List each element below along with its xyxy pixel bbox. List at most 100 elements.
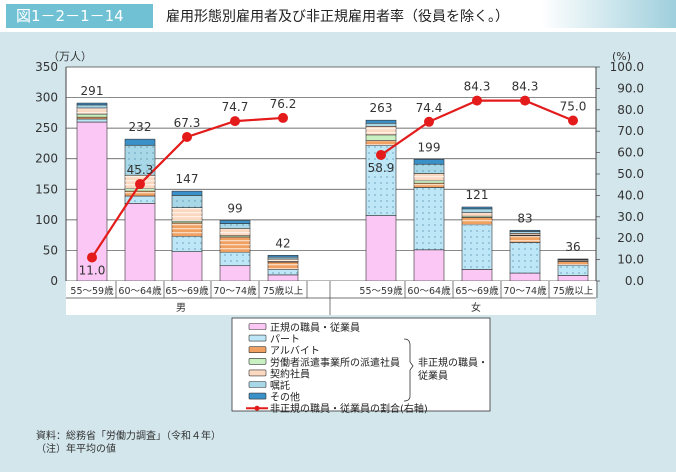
left-tick-label: 300 bbox=[35, 91, 58, 105]
ratio-point bbox=[520, 95, 530, 106]
category-label: 75歳以上 bbox=[263, 285, 304, 297]
bar-segment bbox=[461, 206, 493, 210]
right-tick-label: 0.0 bbox=[625, 274, 644, 288]
category-label: 70～74歳 bbox=[213, 285, 257, 297]
footnote: （注）年平均の値 bbox=[36, 444, 116, 455]
right-axis-unit: (%) bbox=[612, 50, 631, 63]
ratio-point bbox=[568, 115, 578, 126]
bar-segment bbox=[413, 249, 445, 282]
bar-segment-pattern bbox=[268, 257, 298, 259]
category-label: 55～59歳 bbox=[359, 285, 403, 297]
category-label: 75歳以上 bbox=[553, 285, 594, 297]
bar-segment-pattern bbox=[558, 259, 588, 261]
bar-segment bbox=[267, 274, 299, 282]
ratio-label: 67.3 bbox=[174, 116, 201, 130]
bar-segment-pattern bbox=[268, 269, 298, 275]
bar-segment bbox=[509, 229, 541, 232]
legend-bracket-label-2: 従業員 bbox=[418, 369, 448, 382]
bar-total-label: 291 bbox=[81, 84, 104, 98]
bar-segment-pattern bbox=[220, 236, 250, 253]
bar-segment-pattern bbox=[462, 212, 492, 217]
bar-segment bbox=[509, 272, 541, 282]
ratio-point bbox=[135, 179, 145, 190]
right-tick-label: 80.0 bbox=[617, 103, 644, 117]
right-tick-label: 70.0 bbox=[617, 124, 644, 138]
source-note: 資料：総務省「労働力調査」（令和４年） bbox=[36, 431, 221, 442]
legend-swatch bbox=[248, 346, 267, 354]
ratio-label: 84.3 bbox=[464, 80, 491, 94]
bar-segment-pattern bbox=[125, 145, 155, 176]
legend: 正規の職員・従業員パートアルバイト労働者派遣事業所の派遣社員契約社員嘱託その他非… bbox=[231, 317, 491, 415]
ratio-label: 75.0 bbox=[560, 100, 587, 114]
legend-label: その他 bbox=[270, 391, 300, 404]
bar-segment bbox=[267, 255, 299, 258]
ratio-label: 76.2 bbox=[270, 97, 297, 111]
right-tick-label: 100.0 bbox=[610, 60, 644, 74]
bar-total-label: 99 bbox=[227, 201, 242, 215]
bar-segment bbox=[219, 265, 251, 282]
right-tick-label: 90.0 bbox=[617, 81, 644, 95]
legend-label: 労働者派遣事業所の派遣社員 bbox=[270, 356, 400, 369]
right-tick-label: 50.0 bbox=[617, 167, 644, 181]
bar-total-label: 42 bbox=[275, 236, 290, 250]
left-tick-label: 100 bbox=[35, 213, 58, 227]
bar-segment-pattern bbox=[220, 252, 250, 266]
bar-segment-pattern bbox=[558, 260, 588, 262]
notes: 資料：総務省「労働力調査」（令和４年） （注）年平均の値 bbox=[36, 430, 221, 456]
bar-segment-pattern bbox=[462, 217, 492, 225]
right-tick-label: 20.0 bbox=[617, 231, 644, 245]
bar-segment bbox=[557, 275, 589, 282]
bar-segment-pattern bbox=[414, 183, 444, 188]
figure-title: 雇用形態別雇用者及び非正規雇用者率（役員を除く。） bbox=[166, 9, 509, 25]
bar-segment bbox=[219, 220, 251, 224]
bar-segment bbox=[171, 190, 203, 196]
bar-segment-pattern bbox=[172, 207, 202, 222]
bar-segment bbox=[365, 134, 397, 141]
bar-total-label: 147 bbox=[176, 172, 199, 186]
legend-swatch bbox=[248, 369, 267, 377]
bar-segment-pattern bbox=[77, 104, 107, 108]
left-tick-label: 0 bbox=[50, 274, 58, 288]
right-tick-label: 10.0 bbox=[617, 253, 644, 267]
bar-segment-pattern bbox=[558, 265, 588, 276]
legend-line-marker bbox=[254, 405, 260, 411]
ratio-label: 84.3 bbox=[512, 80, 539, 94]
bar-segment bbox=[76, 102, 108, 106]
bar-segment-pattern bbox=[220, 228, 250, 236]
bar-segment-pattern bbox=[125, 196, 155, 204]
header: 図1－2－1－14 雇用形態別雇用者及び非正規雇用者率（役員を除く。） bbox=[0, 0, 676, 32]
group-label: 男 bbox=[176, 302, 186, 314]
bar-segment-pattern bbox=[510, 231, 540, 234]
ratio-point bbox=[424, 116, 434, 127]
bar-segment-pattern bbox=[268, 262, 298, 270]
bar-segment-pattern bbox=[220, 223, 250, 229]
figure-number: 図1－2－1－14 bbox=[6, 4, 153, 28]
ratio-point bbox=[182, 131, 192, 142]
ratio-label: 58.9 bbox=[368, 161, 395, 175]
bar-total-label: 232 bbox=[129, 120, 152, 134]
bar-segment bbox=[365, 215, 397, 282]
bar-segment-pattern bbox=[366, 123, 396, 127]
legend-swatch bbox=[248, 334, 267, 342]
right-tick-label: 40.0 bbox=[617, 188, 644, 202]
group-label: 女 bbox=[471, 301, 481, 314]
bar-total-label: 199 bbox=[418, 140, 441, 154]
ratio-label: 45.3 bbox=[127, 163, 154, 177]
left-tick-label: 150 bbox=[35, 182, 58, 196]
bar-segment bbox=[557, 258, 589, 260]
legend-label: 嘱託 bbox=[270, 379, 290, 392]
ratio-point bbox=[278, 112, 288, 123]
left-tick-label: 250 bbox=[35, 121, 58, 135]
bar-segment bbox=[171, 251, 203, 282]
right-tick-label: 60.0 bbox=[617, 146, 644, 160]
legend-swatch bbox=[248, 392, 267, 400]
left-tick-label: 50 bbox=[43, 243, 58, 257]
bar-segment-pattern bbox=[414, 187, 444, 250]
bar-segment bbox=[461, 269, 493, 282]
legend-label: 正規の職員・従業員 bbox=[270, 321, 360, 334]
bar-segment-pattern bbox=[172, 195, 202, 208]
category-label: 65～69歳 bbox=[455, 285, 499, 297]
bar-segment-pattern bbox=[268, 258, 298, 262]
